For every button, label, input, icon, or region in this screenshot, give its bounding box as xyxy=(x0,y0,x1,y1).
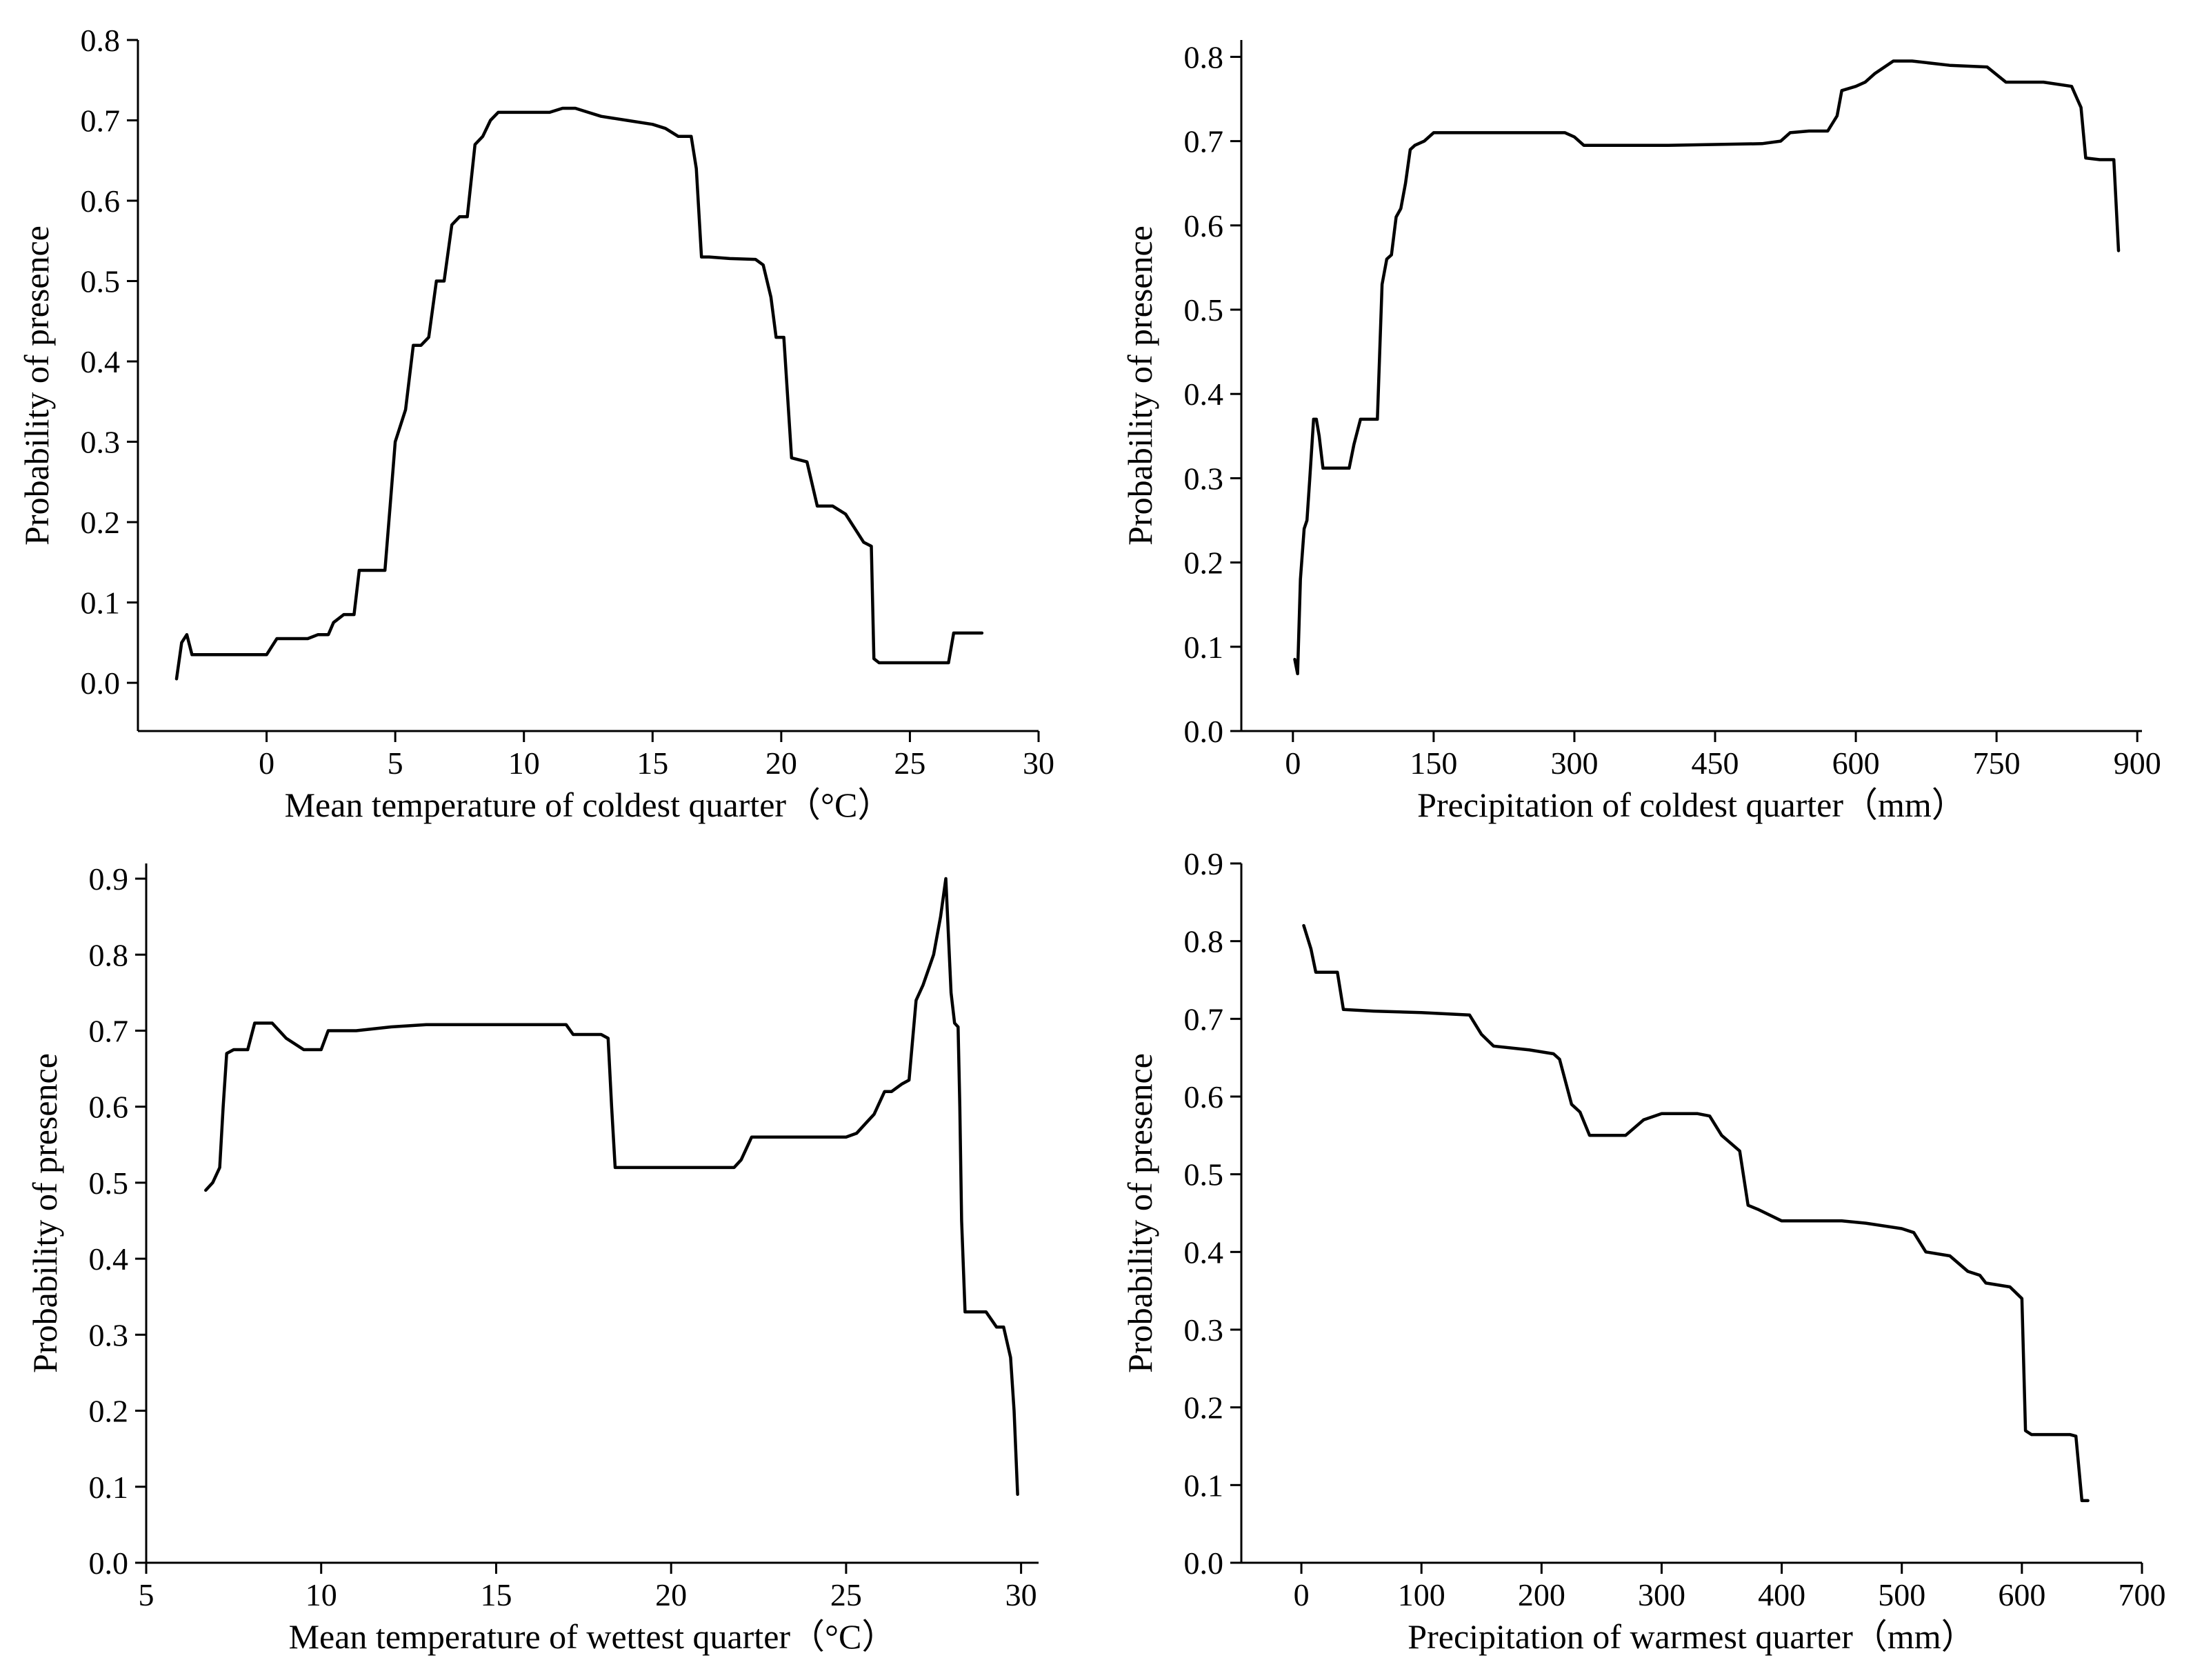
x-tick-label: 300 xyxy=(1550,746,1598,781)
x-tick-label: 10 xyxy=(306,1577,337,1612)
y-tick-label: 0.6 xyxy=(1184,208,1224,243)
y-tick-label: 0.4 xyxy=(81,344,121,379)
x-tick-label: 500 xyxy=(1878,1577,1925,1612)
x-axis-title: Precipitation of coldest quarter（mm） xyxy=(1417,786,1966,824)
y-tick-label: 0.6 xyxy=(1184,1079,1224,1114)
x-tick-label: 25 xyxy=(894,746,925,781)
y-tick-label: 0.1 xyxy=(89,1470,129,1505)
x-tick-label: 200 xyxy=(1518,1577,1565,1612)
y-tick-label: 0.3 xyxy=(81,425,121,460)
chart-panel-2: 0 150 300 450 600 750 900 0.0 0.1 0.2 0.3 0.4 0.5 0.6… xyxy=(1121,39,2161,824)
y-tick-label: 0.0 xyxy=(1184,714,1224,749)
y-axis-title: Probability of presence xyxy=(1121,226,1159,546)
x-axis-title: Precipitation of warmest quarter（mm） xyxy=(1408,1617,1975,1656)
x-tick-label: 100 xyxy=(1398,1577,1445,1612)
y-tick-label: 0.7 xyxy=(1184,1001,1224,1037)
series-line xyxy=(1302,923,2090,1503)
x-tick-label: 0 xyxy=(259,746,274,781)
series-line xyxy=(204,877,1019,1497)
y-tick-label: 0.5 xyxy=(1184,292,1224,328)
y-tick-label: 0.1 xyxy=(81,586,121,621)
x-tick-label: 900 xyxy=(2114,746,2161,781)
x-tick-label: 30 xyxy=(1023,746,1054,781)
series-line xyxy=(174,106,984,681)
y-tick-label: 0.6 xyxy=(89,1090,129,1125)
y-tick-label: 0.8 xyxy=(89,937,129,972)
x-tick-label: 750 xyxy=(1973,746,2021,781)
y-tick-label: 0.8 xyxy=(81,23,121,58)
y-axis-title: Probability of presence xyxy=(1121,1053,1159,1373)
y-tick-label: 0.4 xyxy=(1184,1234,1224,1270)
x-tick-label: 600 xyxy=(1998,1577,2045,1612)
x-tick-label: 20 xyxy=(765,746,797,781)
y-tick-label: 0.2 xyxy=(1184,1390,1224,1426)
chart-panel-4: 0 100 200 300 400 500 600 700 0.0 0.1 0.2 0.3 0.4 0.5… xyxy=(1121,846,2166,1656)
y-tick-label: 0.7 xyxy=(1184,124,1224,159)
x-axis-title: Mean temperature of coldest quarter（°C） xyxy=(285,786,892,824)
y-tick-label: 0.7 xyxy=(81,103,121,139)
y-tick-label: 0.8 xyxy=(1184,39,1224,74)
chart-panel-1: 0 5 10 15 20 25 30 0.0 0.1 0.2 0.3 0.4 0.5 0.6 0.7 0.8 M… xyxy=(17,23,1054,824)
y-tick-label: 0.5 xyxy=(89,1166,129,1201)
y-tick-label: 0.7 xyxy=(89,1013,129,1048)
x-tick-label: 5 xyxy=(388,746,403,781)
y-tick-label: 0.0 xyxy=(81,666,121,701)
x-tick-label: 15 xyxy=(480,1577,512,1612)
x-tick-label: 30 xyxy=(1005,1577,1037,1612)
x-tick-label: 600 xyxy=(1832,746,1880,781)
x-tick-label: 15 xyxy=(637,746,668,781)
x-tick-label: 25 xyxy=(830,1577,862,1612)
x-tick-label: 5 xyxy=(139,1577,154,1612)
y-tick-label: 0.9 xyxy=(89,861,129,897)
x-tick-label: 300 xyxy=(1638,1577,1685,1612)
y-tick-label: 0.5 xyxy=(81,264,121,299)
y-tick-label: 0.2 xyxy=(81,505,121,540)
x-tick-label: 20 xyxy=(655,1577,687,1612)
y-axis-title: Probability of presence xyxy=(17,226,56,546)
y-tick-label: 0.3 xyxy=(1184,1312,1224,1348)
x-tick-label: 400 xyxy=(1758,1577,1805,1612)
y-tick-label: 0.1 xyxy=(1184,630,1224,665)
x-tick-label: 150 xyxy=(1410,746,1457,781)
chart-panel-3: 5 10 15 20 25 30 0.0 0.1 0.2 0.3 0.4 0.5 0.6 0.7 0.8 0.… xyxy=(26,861,1039,1656)
y-tick-label: 0.3 xyxy=(89,1317,129,1352)
y-tick-label: 0.8 xyxy=(1184,924,1224,959)
y-tick-label: 0.9 xyxy=(1184,846,1224,881)
y-tick-label: 0.4 xyxy=(1184,377,1224,412)
y-tick-label: 0.1 xyxy=(1184,1468,1224,1503)
y-tick-label: 0.6 xyxy=(81,183,121,219)
x-tick-label: 0 xyxy=(1285,746,1301,781)
y-tick-label: 0.5 xyxy=(1184,1157,1224,1192)
y-tick-label: 0.3 xyxy=(1184,461,1224,496)
x-axis-title: Mean temperature of wettest quarter（°C） xyxy=(289,1617,897,1656)
x-tick-label: 450 xyxy=(1692,746,1739,781)
y-tick-label: 0.2 xyxy=(1184,546,1224,581)
x-tick-label: 700 xyxy=(2119,1577,2166,1612)
y-tick-label: 0.2 xyxy=(89,1394,129,1429)
x-tick-label: 0 xyxy=(1294,1577,1310,1612)
y-tick-label: 0.0 xyxy=(1184,1546,1224,1581)
y-axis-title: Probability of presence xyxy=(26,1053,64,1373)
series-line xyxy=(1293,59,2121,676)
y-tick-label: 0.0 xyxy=(89,1546,129,1581)
y-tick-label: 0.4 xyxy=(89,1241,129,1277)
x-tick-label: 10 xyxy=(508,746,540,781)
